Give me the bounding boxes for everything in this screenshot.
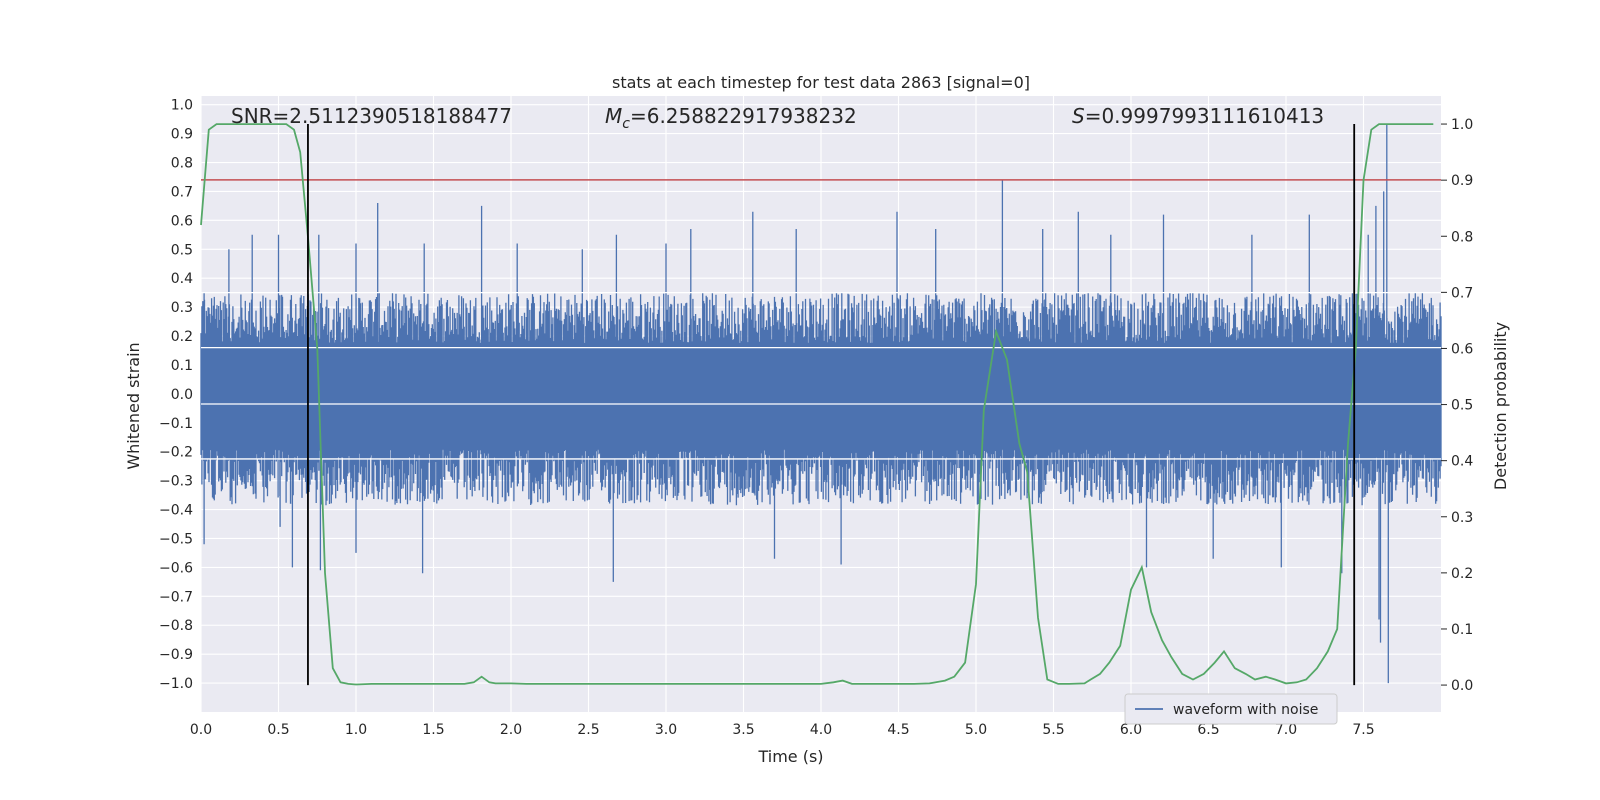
y-right-tick-labels: 1.0 0.9 0.8 0.7 0.6 0.5 0.4 0.3 0.2 0.1 0.0 [1441, 117, 1473, 694]
probability-line [200, 123, 1434, 686]
s-annotation: S=0.9997993111610413 [1072, 104, 1324, 128]
y-left-tick-label: −0.8 [159, 618, 193, 634]
y-left-tick-label: 1.0 [171, 98, 193, 114]
x-tick-label: 6.5 [1197, 722, 1219, 738]
y-left-tick-label: 0.9 [171, 127, 193, 143]
probability-series [200, 123, 1434, 686]
y-right-tick-label: 0.7 [1451, 285, 1473, 301]
y-right-tick-label: 0.0 [1451, 678, 1473, 694]
y-left-tick-label: −0.4 [159, 503, 193, 519]
y-left-tick-label: 0.1 [171, 358, 193, 374]
y-right-tick-label: 0.3 [1451, 510, 1473, 526]
y-right-tick-label: 0.9 [1451, 173, 1473, 189]
mc-subscript: c [622, 116, 630, 132]
legend: waveform with noise [1124, 693, 1338, 725]
y-left-tick-label: −0.5 [159, 531, 193, 547]
y-right-tick-label: 0.1 [1451, 622, 1473, 638]
x-tick-label: 1.0 [345, 722, 367, 738]
y-left-tick-label: −0.7 [159, 589, 193, 605]
y-left-tick-label: −0.6 [159, 560, 193, 576]
y-right-tick-label: 0.4 [1451, 454, 1473, 470]
x-tick-label: 2.5 [577, 722, 599, 738]
waveform-core-band [201, 352, 1441, 440]
x-tick-label: 5.5 [1042, 722, 1064, 738]
x-tick-label: 4.5 [887, 722, 909, 738]
y-right-tick-label: 0.5 [1451, 398, 1473, 414]
y-axis-left-label: Whitened strain [124, 342, 143, 469]
legend-box [1124, 693, 1338, 725]
snr-annotation: SNR=2.5112390518188477 [231, 104, 512, 128]
s-symbol: S [1072, 104, 1085, 128]
x-tick-label: 3.5 [732, 722, 754, 738]
chart-title: stats at each timestep for test data 286… [612, 73, 1030, 92]
y-right-tick-label: 1.0 [1451, 117, 1473, 133]
y-left-tick-label: −1.0 [159, 676, 193, 692]
y-left-tick-label: 0.6 [171, 213, 193, 229]
x-tick-labels: 0.0 0.5 1.0 1.5 2.0 2.5 3.0 3.5 4.0 4.5 5.0 5.5 6.0 6… [190, 722, 1375, 738]
y-left-tick-label: −0.2 [159, 445, 193, 461]
y-right-tick-label: 0.8 [1451, 229, 1473, 245]
x-tick-label: 3.0 [655, 722, 677, 738]
x-tick-label: 7.0 [1275, 722, 1297, 738]
y-left-tick-labels: 1.0 0.9 0.8 0.7 0.6 0.5 0.4 0.3 0.2 0.1 0.0 −0.1 −0.… [159, 98, 193, 692]
y-left-tick-label: 0.4 [171, 271, 193, 287]
x-axis-label: Time (s) [757, 747, 823, 766]
y-left-tick-label: −0.3 [159, 474, 193, 490]
x-tick-label: 1.5 [422, 722, 444, 738]
mc-symbol: M [605, 104, 622, 128]
x-tick-label: 7.5 [1352, 722, 1374, 738]
x-tick-label: 5.0 [965, 722, 987, 738]
threshold-line-group [201, 179, 1441, 460]
y-left-tick-label: −0.1 [159, 416, 193, 432]
waveform-series [200, 124, 1442, 684]
mc-annotation: Mc=6.258822917938232 [605, 104, 857, 132]
y-left-tick-label: 0.0 [171, 387, 193, 403]
y-left-tick-label: 0.2 [171, 329, 193, 345]
y-left-tick-label: 0.3 [171, 300, 193, 316]
x-tick-label: 0.0 [190, 722, 212, 738]
legend-waveform-label: waveform with noise [1173, 702, 1318, 718]
x-tick-label: 0.5 [267, 722, 289, 738]
mc-value: =6.258822917938232 [630, 104, 857, 128]
y-right-tick-label: 0.6 [1451, 341, 1473, 357]
y-left-tick-label: 0.5 [171, 242, 193, 258]
s-value: =0.9997993111610413 [1085, 104, 1324, 128]
y-left-tick-label: 0.7 [171, 184, 193, 200]
y-left-tick-label: −0.9 [159, 647, 193, 663]
y-axis-right-label: Detection probability [1491, 322, 1510, 490]
y-right-tick-label: 0.2 [1451, 566, 1473, 582]
x-tick-label: 6.0 [1120, 722, 1142, 738]
y-left-tick-label: 0.8 [171, 156, 193, 172]
vertical-marker-lines [307, 124, 1356, 686]
x-tick-label: 4.0 [810, 722, 832, 738]
x-tick-label: 2.0 [500, 722, 522, 738]
